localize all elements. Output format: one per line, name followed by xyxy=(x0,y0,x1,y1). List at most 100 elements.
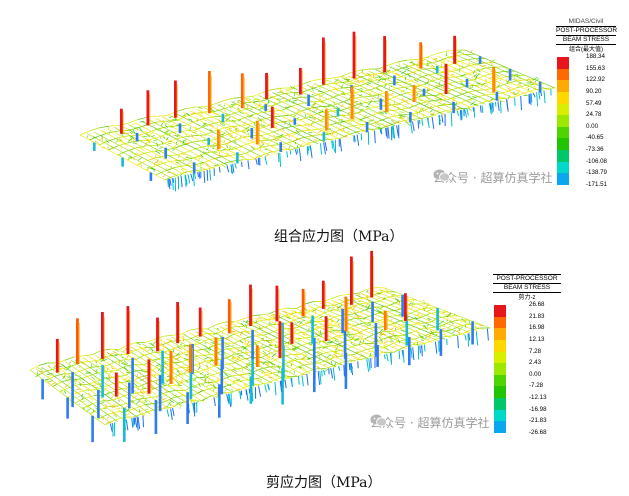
pier-column xyxy=(158,375,162,412)
stress-fringe xyxy=(309,145,312,151)
stress-spike xyxy=(147,359,151,394)
legend-color-bar: 26.68 21.83 16.98 12.13 7.28 2.43 0.00 -7.28 -12… xyxy=(493,301,561,436)
mesh-line xyxy=(195,155,198,160)
mesh-line xyxy=(405,66,410,70)
mesh-line xyxy=(260,140,265,145)
mesh-line xyxy=(75,392,80,394)
mesh-line xyxy=(145,133,150,138)
mesh-line xyxy=(259,146,262,151)
mesh-line xyxy=(321,340,327,344)
mesh-line xyxy=(206,361,209,365)
stress-fringe xyxy=(514,97,516,107)
mesh-line xyxy=(415,331,421,336)
mesh-line xyxy=(212,136,216,139)
stress-fringe xyxy=(379,129,382,135)
mesh-line xyxy=(163,136,165,139)
mesh-line xyxy=(286,366,290,368)
stress-fringe xyxy=(450,112,453,127)
mesh-line xyxy=(272,92,361,135)
mesh-line xyxy=(350,360,353,363)
stress-fringe xyxy=(387,127,390,139)
mesh-line xyxy=(131,399,135,403)
mesh-line xyxy=(332,101,336,105)
mesh-line xyxy=(120,133,125,135)
mesh-line xyxy=(311,134,322,137)
mesh-line xyxy=(244,347,248,350)
legend-tick-label: 12.13 xyxy=(529,335,545,343)
mesh-line xyxy=(90,410,96,415)
mesh-line xyxy=(384,341,389,343)
mesh-line xyxy=(410,72,413,74)
mesh-line xyxy=(468,99,471,104)
mesh-line xyxy=(118,360,120,365)
mesh-line xyxy=(339,72,350,78)
mesh-line xyxy=(194,169,205,171)
mesh-line xyxy=(211,111,217,115)
mesh-line xyxy=(353,337,359,342)
mesh-line xyxy=(100,358,105,362)
mesh-line xyxy=(426,324,429,327)
mesh-line xyxy=(165,390,176,393)
mesh-line xyxy=(422,108,425,112)
mesh-line xyxy=(172,394,177,397)
mesh-line xyxy=(446,313,452,318)
mesh-line xyxy=(281,149,292,151)
mesh-line xyxy=(274,101,276,105)
mesh-line xyxy=(288,145,291,149)
mesh-line xyxy=(179,348,182,350)
mesh-line xyxy=(248,345,252,348)
mesh-line xyxy=(151,348,154,352)
mesh-line xyxy=(280,97,286,100)
stress-spike xyxy=(255,345,259,367)
mesh-line xyxy=(373,346,375,348)
mesh-line xyxy=(360,80,366,83)
mesh-line xyxy=(36,367,42,370)
mesh-line xyxy=(525,89,536,93)
legend-tick-label: 2.43 xyxy=(529,359,542,367)
mesh-line xyxy=(298,342,309,347)
mesh-line xyxy=(59,389,64,392)
legend-tick-label: -106.08 xyxy=(586,157,607,165)
pier-column xyxy=(121,157,124,167)
mesh-line xyxy=(386,305,388,308)
mesh-line xyxy=(272,138,278,142)
mesh-line xyxy=(142,343,228,395)
stress-fringe xyxy=(349,363,352,374)
mesh-line xyxy=(298,337,309,339)
mesh-line xyxy=(169,116,173,119)
mesh-line xyxy=(206,147,209,151)
mesh-line xyxy=(247,132,249,136)
mesh-line xyxy=(65,366,71,371)
stress-fringe xyxy=(486,328,489,341)
mesh-line xyxy=(269,323,272,325)
mesh-line xyxy=(178,155,180,158)
mesh-line xyxy=(143,351,145,353)
legend-tick-label: 188.34 xyxy=(586,53,605,60)
mesh-line xyxy=(447,317,449,319)
mesh-line xyxy=(518,82,522,85)
stress-fringe xyxy=(457,336,459,349)
mesh-line xyxy=(204,342,207,344)
mesh-line xyxy=(319,94,324,98)
mesh-line xyxy=(346,120,352,125)
mesh-line xyxy=(384,296,386,300)
mesh-line xyxy=(224,155,229,158)
mesh-line xyxy=(340,294,350,296)
mesh-line xyxy=(326,341,331,343)
mesh-line xyxy=(211,151,218,155)
pier-column xyxy=(538,81,542,93)
mesh-line xyxy=(277,372,280,374)
legend-program: MIDAS/Civil xyxy=(568,18,604,25)
mesh-line xyxy=(154,161,159,164)
pier-column xyxy=(101,365,104,398)
stress-spike xyxy=(120,108,123,134)
mesh-line xyxy=(434,96,440,100)
stress-fringe xyxy=(206,169,209,181)
mesh-line xyxy=(417,312,420,317)
mesh-line xyxy=(396,340,400,343)
mesh-line xyxy=(152,369,156,374)
mesh-line xyxy=(351,343,357,347)
mesh-line xyxy=(38,362,48,366)
mesh-line xyxy=(232,330,237,333)
mesh-line xyxy=(361,305,364,309)
